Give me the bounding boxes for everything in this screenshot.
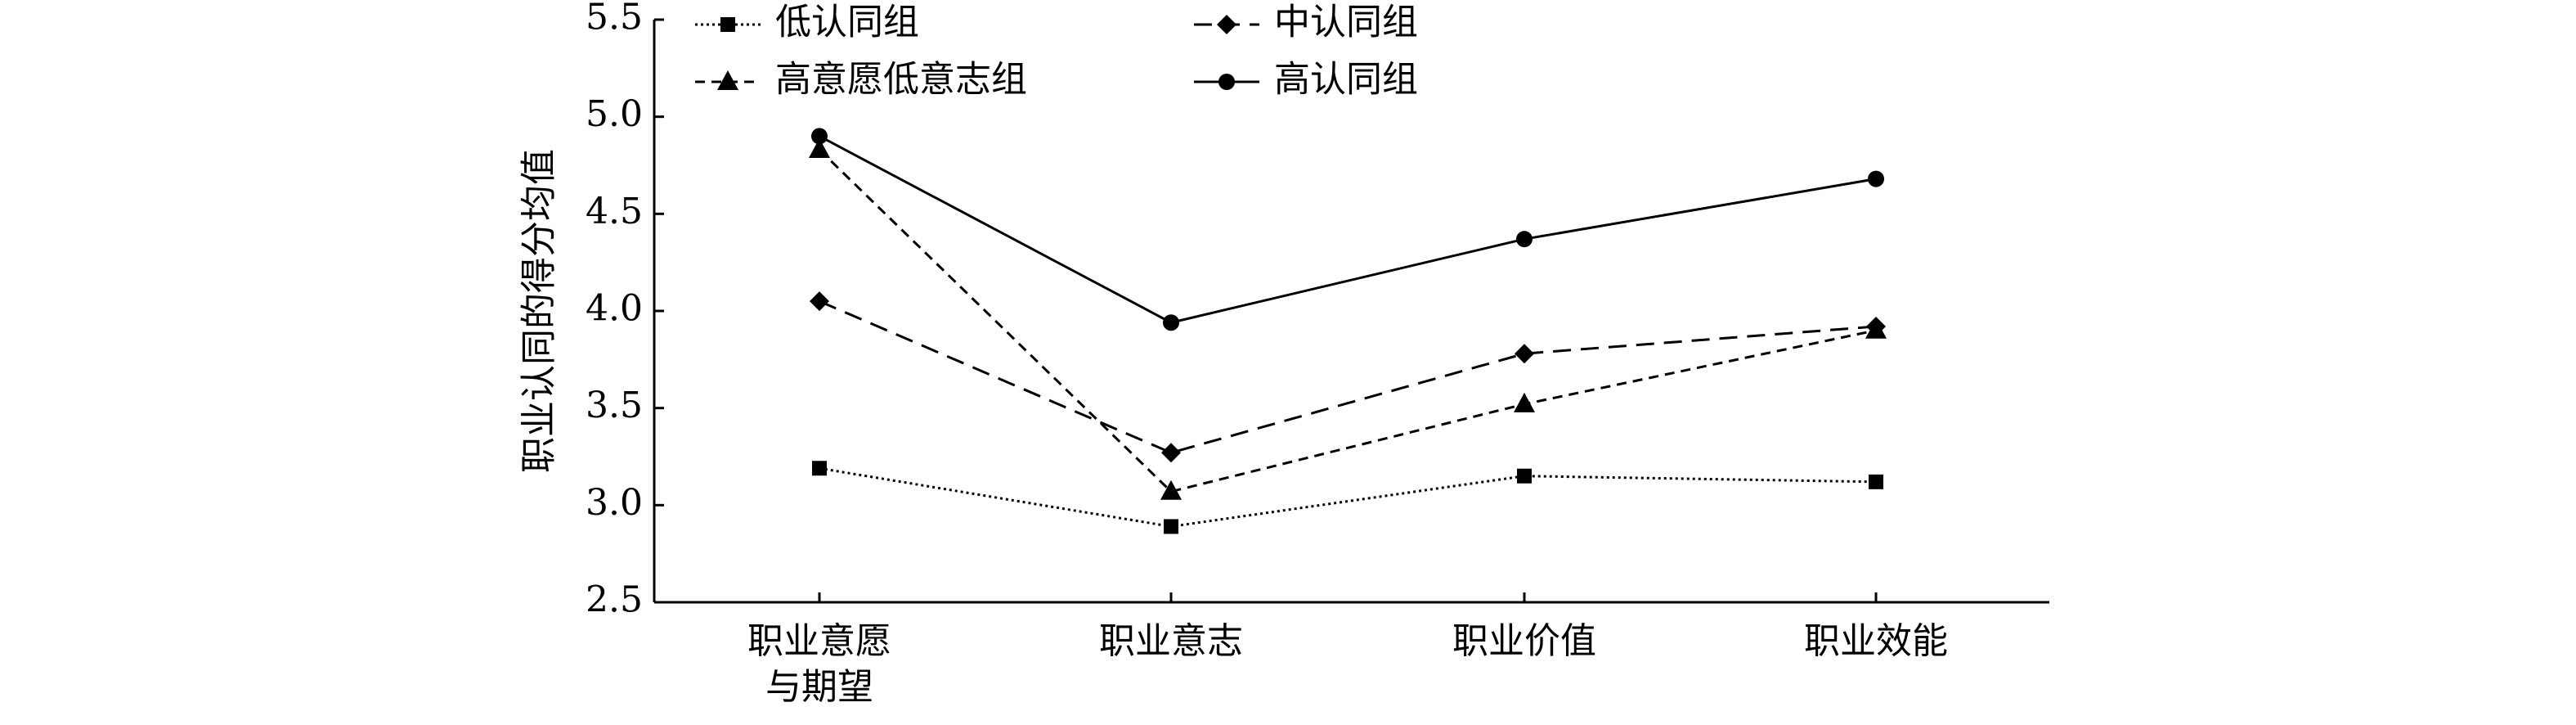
y-tick-label: 5.0 — [586, 93, 643, 135]
y-axis-label: 职业认同的得分均值 — [518, 149, 560, 473]
marker — [1868, 170, 1884, 187]
series-line — [819, 466, 1877, 528]
y-tick-label: 2.5 — [586, 579, 643, 621]
marker — [1515, 344, 1534, 364]
y-tick-label: 4.5 — [586, 191, 643, 232]
series-line — [818, 148, 1877, 493]
series-line — [819, 135, 1877, 324]
y-tick-label: 3.0 — [586, 482, 643, 524]
marker — [1514, 392, 1535, 412]
legend-marker — [1218, 74, 1235, 90]
marker — [1164, 519, 1178, 534]
legend-marker — [717, 70, 738, 90]
legend-marker — [720, 17, 735, 32]
legend-label: 高认同组 — [1274, 59, 1418, 101]
legend-marker — [1217, 15, 1236, 34]
x-tick-label: 职业意志 — [1099, 620, 1243, 662]
legend-label: 中认同组 — [1274, 2, 1418, 43]
legend-label: 低认同组 — [775, 2, 919, 43]
marker — [1160, 480, 1182, 500]
marker — [1869, 474, 1883, 489]
x-tick-label: 职业意愿与期望 — [747, 620, 891, 708]
marker — [1865, 318, 1887, 339]
marker — [1161, 443, 1181, 463]
marker — [811, 128, 828, 145]
marker — [812, 461, 827, 476]
series-line — [819, 299, 1877, 454]
legend-label: 高意愿低意志组 — [775, 59, 1027, 101]
y-tick-label: 4.0 — [586, 288, 643, 330]
marker — [1163, 314, 1179, 331]
marker — [1516, 231, 1533, 248]
y-tick-label: 3.5 — [586, 385, 643, 426]
marker — [809, 138, 830, 159]
marker — [810, 291, 829, 312]
x-tick-label: 职业价值 — [1452, 620, 1596, 662]
x-tick-label: 职业效能 — [1804, 620, 1948, 662]
y-tick-label: 5.5 — [586, 0, 643, 38]
marker — [1517, 468, 1532, 484]
